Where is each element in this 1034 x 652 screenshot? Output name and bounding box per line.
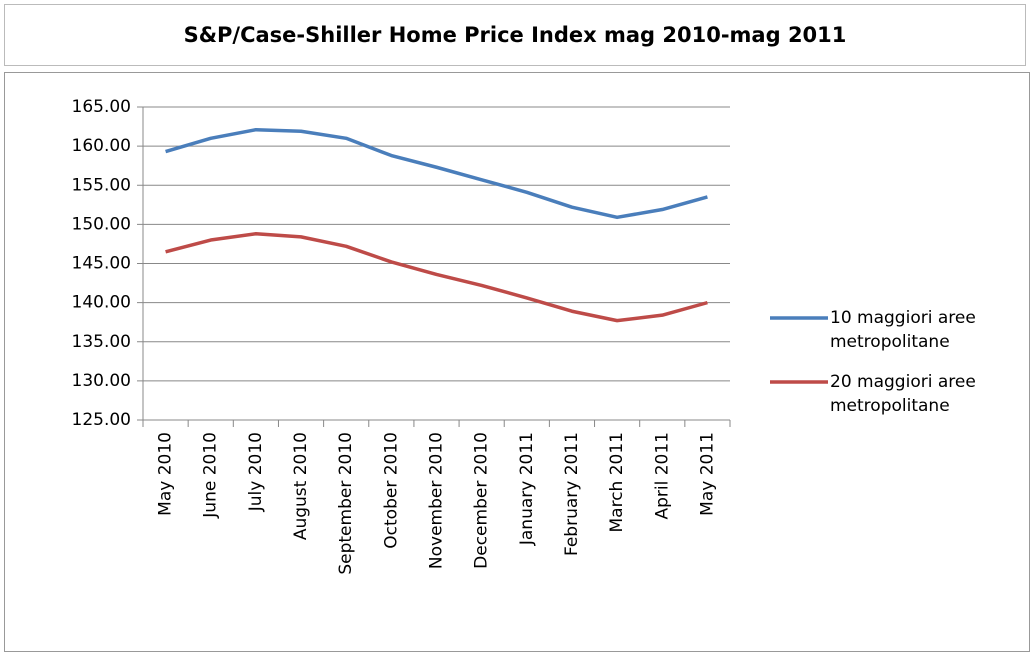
x-tick-label: March 2011 xyxy=(607,432,627,533)
x-tick-label: January 2011 xyxy=(517,432,537,546)
y-tick-label: 145.00 xyxy=(72,254,131,274)
x-tick-label: February 2011 xyxy=(562,432,582,556)
y-tick-label: 155.00 xyxy=(72,175,131,195)
series-line xyxy=(165,127,708,220)
y-tick-label: 130.00 xyxy=(72,371,131,391)
legend-label: 20 maggiori aree metropolitane xyxy=(830,372,976,416)
y-tick-label: 160.00 xyxy=(72,136,131,156)
x-tick-label: December 2010 xyxy=(472,432,492,569)
x-tick-label: May 2011 xyxy=(697,432,717,516)
x-tick-label: May 2010 xyxy=(156,432,176,516)
series-line xyxy=(165,232,708,323)
y-tick-label: 165.00 xyxy=(72,97,131,117)
x-tick-label: November 2010 xyxy=(427,432,447,569)
y-tick-label: 140.00 xyxy=(72,293,131,313)
x-tick-label: October 2010 xyxy=(381,432,401,549)
x-tick-label: April 2011 xyxy=(652,432,672,520)
y-tick-label: 135.00 xyxy=(72,332,131,352)
x-tick-label: August 2010 xyxy=(291,432,311,540)
x-tick-label: July 2010 xyxy=(246,432,266,512)
x-tick-label: September 2010 xyxy=(336,432,356,575)
y-tick-label: 150.00 xyxy=(72,214,131,234)
y-tick-label: 125.00 xyxy=(72,410,131,430)
x-tick-label: June 2010 xyxy=(201,432,221,519)
chart-title: S&P/Case-Shiller Home Price Index mag 20… xyxy=(4,4,1026,66)
legend-label: 10 maggiori aree metropolitane xyxy=(830,308,976,352)
